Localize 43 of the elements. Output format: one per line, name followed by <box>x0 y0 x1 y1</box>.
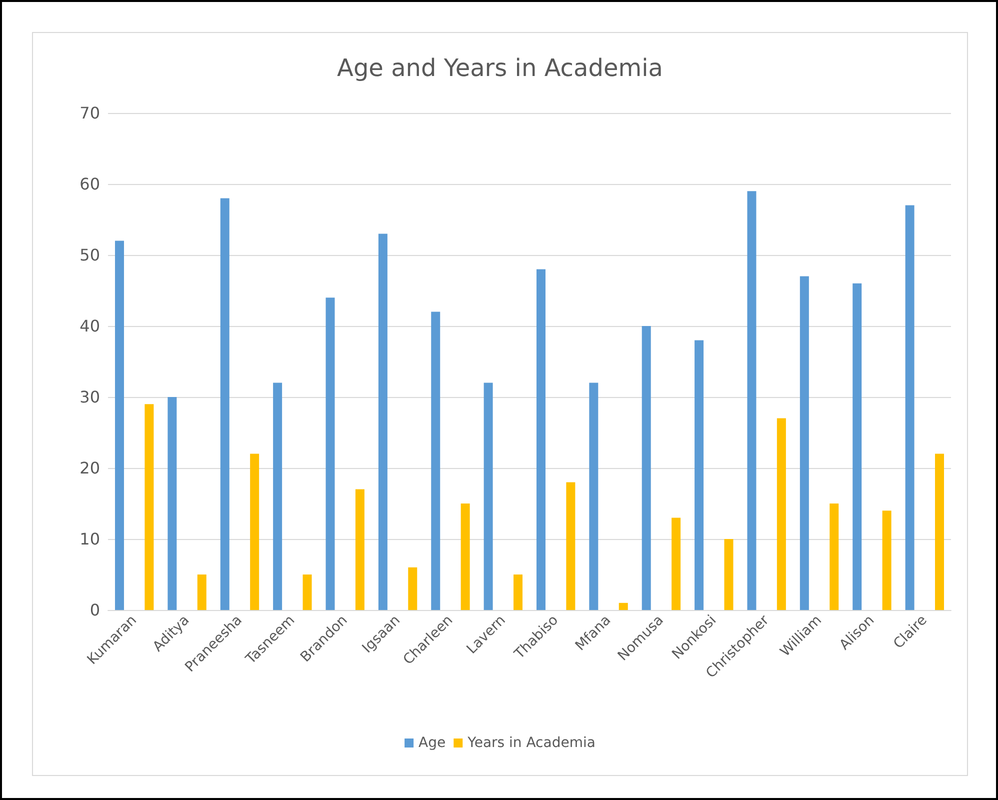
bar <box>220 198 230 610</box>
bar <box>378 234 388 610</box>
bar <box>800 276 809 610</box>
legend-label: Age <box>418 735 446 751</box>
bar <box>905 205 914 610</box>
legend-label: Years in Academia <box>466 735 596 751</box>
y-tick-label: 60 <box>80 174 100 194</box>
y-tick-label: 30 <box>80 388 100 406</box>
bar <box>197 574 206 610</box>
bar <box>724 539 734 610</box>
bar <box>536 269 546 610</box>
bar <box>830 504 839 610</box>
bar <box>484 382 493 610</box>
bar <box>250 454 260 610</box>
bar <box>672 518 681 610</box>
bar <box>431 312 440 610</box>
bar <box>326 298 335 610</box>
y-tick-label: 10 <box>80 530 100 548</box>
y-tick-label: 0 <box>90 600 100 620</box>
bar <box>694 340 704 610</box>
bar <box>747 191 756 610</box>
y-tick-label: 50 <box>80 246 100 264</box>
bar <box>642 326 651 610</box>
bar <box>566 482 576 610</box>
bar <box>168 397 177 610</box>
bar <box>460 504 470 610</box>
bar <box>935 454 944 610</box>
chart-title: Age and Years in Academia <box>337 54 663 82</box>
bar <box>776 418 786 610</box>
y-tick-label: 20 <box>80 458 100 478</box>
bar <box>355 489 364 610</box>
bar <box>514 574 523 610</box>
bar <box>882 510 892 610</box>
bar <box>273 382 282 610</box>
y-tick-label: 70 <box>80 104 100 122</box>
bar <box>618 602 628 610</box>
y-tick-label: 40 <box>80 316 100 336</box>
bar <box>408 567 418 610</box>
bar <box>852 283 862 610</box>
bar <box>302 574 312 610</box>
bar <box>589 382 598 610</box>
bar <box>144 404 154 610</box>
bar <box>114 240 124 610</box>
